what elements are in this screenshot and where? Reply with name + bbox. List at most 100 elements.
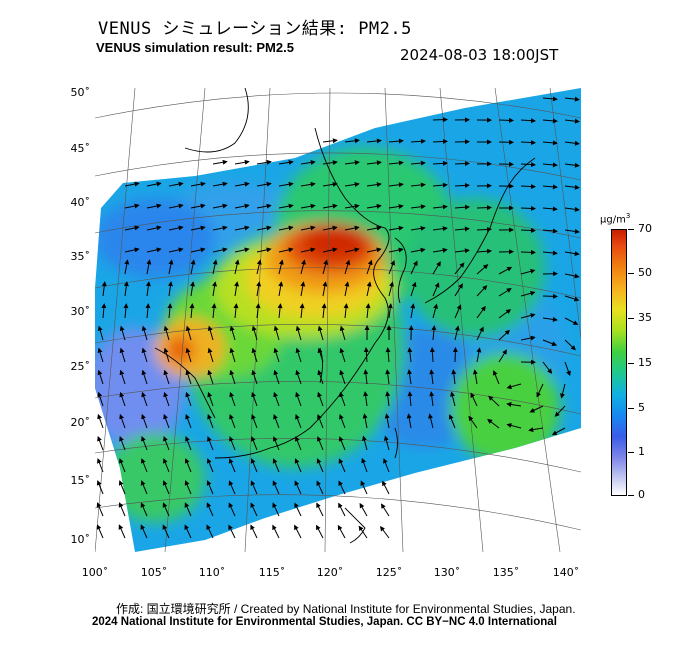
wind-arrow: [506, 402, 522, 407]
wind-arrow: [383, 458, 390, 473]
wind-arrow: [101, 281, 107, 297]
wind-arrow: [97, 458, 104, 473]
wind-arrow: [141, 347, 148, 363]
lat-label-10: 10˚: [70, 533, 91, 546]
wind-arrow: [96, 502, 104, 517]
wind-arrow: [207, 413, 214, 429]
wind-arrow: [492, 370, 500, 385]
colorbar-label-50: 50: [638, 266, 652, 279]
wind-arrow: [498, 117, 514, 123]
wind-arrow: [300, 181, 316, 187]
pm25-colorbar: [611, 229, 627, 496]
wind-arrow: [207, 391, 214, 407]
wind-arrow: [366, 225, 382, 231]
wind-arrow: [338, 502, 346, 517]
wind-arrow: [564, 162, 580, 168]
wind-arrow: [410, 225, 426, 231]
wind-arrow: [300, 225, 316, 231]
wind-arrow: [212, 181, 228, 187]
credit-line: 作成: 国立環境研究所 / Created by National Instit…: [116, 602, 576, 616]
wind-arrow: [498, 288, 512, 297]
wind-arrow: [454, 226, 470, 232]
lat-label-15: 15˚: [70, 474, 91, 487]
wind-arrow: [273, 413, 280, 429]
wind-arrow: [560, 383, 566, 399]
wind-arrow: [250, 458, 258, 473]
wind-arrow: [251, 391, 258, 407]
wind-arrow: [520, 205, 536, 211]
wind-arrow: [96, 524, 104, 539]
wind-arrow: [407, 369, 413, 385]
wind-arrow: [278, 247, 294, 253]
wind-arrow: [542, 361, 553, 374]
wind-arrow: [300, 160, 316, 165]
wind-arrow: [234, 159, 250, 165]
wind-arrow: [119, 413, 126, 429]
wind-arrow: [250, 480, 258, 495]
wind-arrow: [528, 427, 544, 433]
wind-arrow: [316, 436, 324, 451]
wind-arrow: [145, 303, 151, 319]
wind-arrow: [190, 259, 196, 275]
wind-arrow: [272, 502, 280, 517]
lon-label-120: 120˚: [316, 566, 344, 579]
wind-arrow: [454, 161, 470, 167]
wind-arrow: [295, 369, 302, 385]
wind-arrow: [452, 347, 458, 363]
wind-arrow: [542, 206, 558, 212]
wind-arrow: [343, 303, 349, 319]
wind-arrow: [344, 247, 360, 253]
wind-arrow: [163, 391, 170, 407]
wind-arrow: [498, 329, 511, 341]
wind-arrow: [273, 369, 280, 385]
wind-arrow: [388, 204, 404, 209]
wind-arrow: [278, 281, 284, 297]
wind-arrow: [366, 203, 382, 209]
wind-arrow: [207, 436, 214, 451]
wind-arrow: [185, 413, 192, 429]
wind-arrow: [344, 182, 360, 187]
wind-arrow: [454, 283, 463, 297]
wind-arrow: [212, 281, 218, 297]
wind-arrow: [146, 225, 162, 231]
wind-arrow: [162, 480, 170, 495]
wind-arrow: [184, 480, 192, 495]
wind-arrow: [488, 395, 500, 407]
lon-label-100: 100˚: [81, 566, 109, 579]
wind-arrow: [278, 159, 294, 165]
wind-arrow: [97, 325, 104, 341]
wind-arrow: [564, 273, 580, 279]
wind-arrow: [432, 247, 448, 253]
wind-arrow: [476, 248, 492, 254]
wind-arrow: [385, 369, 391, 385]
wind-arrow: [322, 203, 338, 209]
wind-arrow: [140, 524, 148, 539]
wind-arrow: [163, 325, 170, 341]
wind-arrow: [168, 225, 184, 231]
wind-arrow: [388, 260, 395, 275]
forecast-timestamp: 2024-08-03 18:00JST: [400, 46, 559, 64]
wind-arrow: [146, 247, 162, 253]
wind-arrow: [141, 369, 148, 385]
wind-arrow: [168, 259, 174, 275]
wind-arrow: [229, 325, 236, 341]
wind-arrow: [119, 391, 126, 407]
wind-arrow: [317, 325, 324, 341]
wind-arrow: [321, 303, 327, 319]
wind-arrow: [97, 347, 104, 363]
wind-arrow: [542, 250, 558, 256]
lon-label-130: 130˚: [433, 566, 461, 579]
wind-arrow: [363, 347, 369, 363]
wind-arrow: [250, 436, 258, 451]
wind-arrow: [119, 369, 126, 385]
wind-arrow: [295, 391, 302, 407]
wind-arrow: [146, 203, 162, 209]
colorbar-unit: μg/m3: [600, 212, 631, 226]
wind-arrow: [542, 140, 558, 146]
wind-arrow: [410, 138, 426, 144]
wind-arrow: [520, 140, 536, 146]
wind-arrow: [212, 225, 228, 231]
wind-arrow: [295, 325, 302, 341]
wind-arrow: [366, 259, 373, 275]
wind-arrow: [163, 347, 170, 363]
